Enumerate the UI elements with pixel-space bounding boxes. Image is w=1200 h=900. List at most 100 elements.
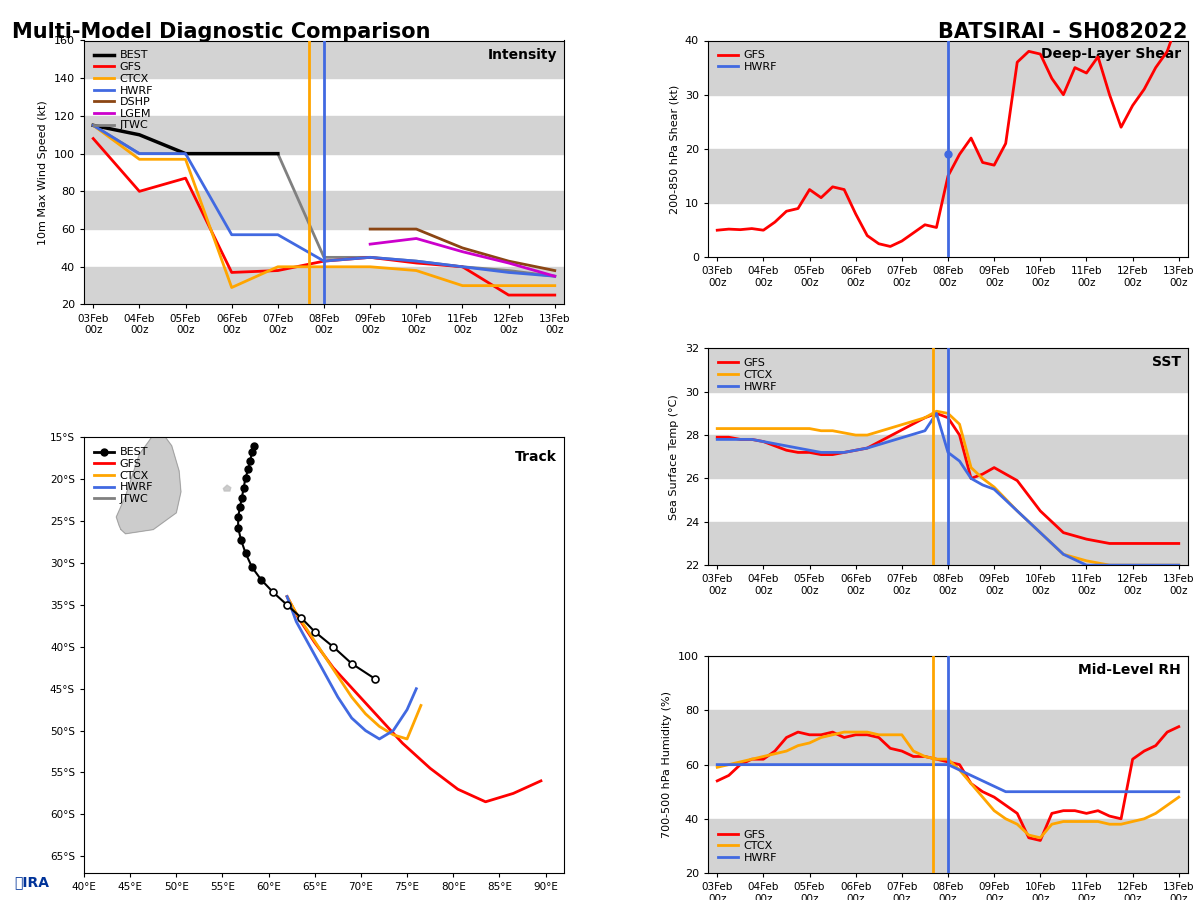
CTCX [826, 426, 840, 436]
Line: HWRF: HWRF [718, 413, 1178, 565]
CTCX [721, 760, 736, 770]
GFS [768, 440, 782, 451]
HWRF [1079, 787, 1093, 797]
Text: Mid-Level RH: Mid-Level RH [1078, 662, 1181, 677]
LGEM [502, 257, 516, 268]
GFS [986, 463, 1001, 473]
CTCX [803, 737, 817, 748]
HWRF [826, 447, 840, 458]
GFS [1148, 538, 1163, 549]
CTCX [814, 426, 828, 436]
GFS [1068, 806, 1082, 816]
Line: BEST: BEST [94, 125, 278, 154]
CTCX [1091, 816, 1105, 827]
HWRF [271, 230, 286, 240]
CTCX [132, 154, 146, 165]
CTCX [1033, 527, 1048, 538]
JTWC [224, 148, 239, 159]
CTCX [745, 754, 760, 765]
HWRF [1114, 787, 1128, 797]
HWRF [895, 760, 910, 770]
CTCX [976, 792, 990, 803]
Line: CTCX: CTCX [94, 125, 554, 287]
BEST [224, 148, 239, 159]
HWRF [733, 760, 748, 770]
HWRF [986, 781, 1001, 792]
CTCX [964, 778, 978, 789]
HWRF [964, 473, 978, 484]
Line: HWRF: HWRF [718, 765, 1178, 792]
Bar [708, 819, 1188, 873]
HWRF [710, 434, 725, 445]
Bar [708, 348, 1188, 392]
CTCX [836, 726, 851, 737]
CTCX [1103, 560, 1117, 571]
Line: LGEM: LGEM [370, 238, 554, 276]
HWRF [826, 760, 840, 770]
HWRF [1033, 527, 1048, 538]
CTCX [1103, 819, 1117, 830]
GFS [271, 266, 286, 276]
Bar [84, 116, 564, 154]
HWRF [1171, 560, 1186, 571]
GFS [976, 787, 990, 797]
JTWC [455, 261, 469, 272]
CTCX [906, 746, 920, 757]
DSHP [455, 242, 469, 253]
GFS [791, 726, 805, 737]
CTCX [179, 154, 193, 165]
Bar [708, 629, 1188, 656]
HWRF [756, 760, 770, 770]
Legend: GFS, HWRF: GFS, HWRF [714, 46, 781, 76]
Bar [708, 522, 1188, 565]
CTCX [1160, 800, 1175, 811]
HWRF [791, 443, 805, 454]
Text: BATSIRAI - SH082022: BATSIRAI - SH082022 [938, 22, 1188, 42]
CTCX [768, 749, 782, 760]
Bar [84, 40, 564, 78]
GFS [871, 732, 886, 742]
BEST [132, 130, 146, 140]
HWRF [132, 148, 146, 159]
GFS [883, 742, 898, 753]
BEST [179, 148, 193, 159]
JTWC [362, 252, 377, 263]
GFS [362, 252, 377, 263]
CTCX [1056, 549, 1070, 560]
HWRF [860, 443, 875, 454]
HWRF [1126, 787, 1140, 797]
GFS [1091, 806, 1105, 816]
CTCX [941, 408, 955, 418]
GFS [918, 412, 932, 423]
GFS [179, 173, 193, 184]
HWRF [1148, 787, 1163, 797]
HWRF [918, 760, 932, 770]
HWRF [918, 426, 932, 436]
HWRF [1010, 506, 1025, 517]
GFS [779, 732, 793, 742]
DSHP [409, 224, 424, 235]
CTCX [953, 765, 967, 776]
GFS [860, 443, 875, 454]
GFS [756, 754, 770, 765]
Legend: GFS, CTCX, HWRF: GFS, CTCX, HWRF [714, 354, 781, 396]
HWRF [1056, 549, 1070, 560]
CTCX [779, 746, 793, 757]
CTCX [1148, 808, 1163, 819]
Y-axis label: 10m Max Wind Speed (kt): 10m Max Wind Speed (kt) [38, 100, 48, 245]
GFS [733, 760, 748, 770]
Bar [708, 710, 1188, 765]
HWRF [721, 760, 736, 770]
CTCX [779, 423, 793, 434]
CTCX [814, 732, 828, 742]
CTCX [803, 423, 817, 434]
GFS [1136, 746, 1151, 757]
GFS [918, 752, 932, 762]
GFS [710, 432, 725, 443]
Y-axis label: 700-500 hPa Humidity (%): 700-500 hPa Humidity (%) [662, 691, 672, 838]
CTCX [871, 729, 886, 740]
CTCX [502, 280, 516, 291]
HWRF [883, 760, 898, 770]
CTCX [745, 423, 760, 434]
CTCX [1010, 819, 1025, 830]
